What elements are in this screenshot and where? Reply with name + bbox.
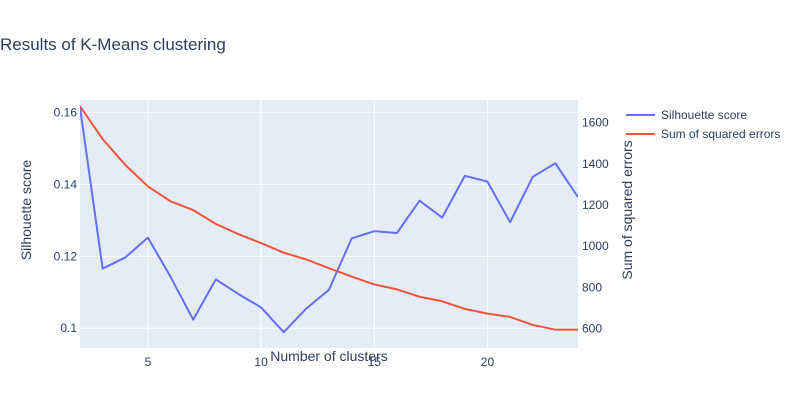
y-left-tick-label: 0.12 bbox=[54, 249, 78, 263]
y-axis-right-title: Sum of squared errors bbox=[619, 140, 635, 279]
tick-labels: 5 10 15 20 0.1 0.12 0.14 0.16 600 800 1000 1200 1400… bbox=[54, 106, 609, 369]
y-right-tick-label: 1000 bbox=[582, 239, 609, 253]
legend-label: Sum of squared errors bbox=[661, 127, 780, 141]
grid-lines bbox=[80, 100, 578, 348]
x-tick-label: 10 bbox=[254, 355, 268, 369]
y-right-tick-label: 800 bbox=[582, 280, 602, 294]
y-left-tick-label: 0.14 bbox=[54, 177, 78, 191]
series-line-silhouette bbox=[80, 107, 578, 334]
plot-area bbox=[80, 100, 578, 348]
x-axis-title: Number of clusters bbox=[270, 348, 387, 364]
legend[interactable]: Silhouette score Sum of squared errors bbox=[626, 108, 780, 141]
series-line-sse bbox=[80, 105, 578, 331]
y-right-tick-label: 600 bbox=[582, 321, 602, 335]
legend-item[interactable]: Sum of squared errors bbox=[626, 127, 780, 141]
y-axis-left-title: Silhouette score bbox=[18, 160, 34, 261]
x-tick-label: 15 bbox=[368, 355, 382, 369]
y-right-tick-label: 1600 bbox=[582, 116, 609, 130]
legend-label: Silhouette score bbox=[661, 108, 747, 122]
series-lines bbox=[80, 105, 578, 334]
x-tick-label: 20 bbox=[481, 355, 495, 369]
y-right-tick-label: 1200 bbox=[582, 198, 609, 212]
x-tick-label: 5 bbox=[145, 355, 152, 369]
y-left-tick-label: 0.16 bbox=[54, 106, 78, 120]
y-left-tick-label: 0.1 bbox=[60, 321, 77, 335]
chart-title: Results of K-Means clustering bbox=[0, 35, 226, 54]
legend-item[interactable]: Silhouette score bbox=[626, 108, 747, 122]
y-right-tick-label: 1400 bbox=[582, 157, 609, 171]
